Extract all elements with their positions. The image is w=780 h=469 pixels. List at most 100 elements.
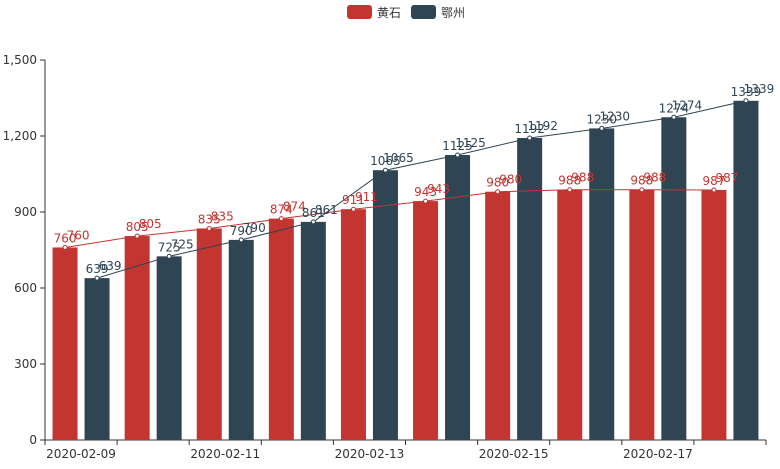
x-tick-label: 2020-02-13 (335, 447, 405, 461)
line-point[interactable] (639, 187, 645, 193)
bar-ezhou[interactable] (84, 278, 110, 440)
bar-value-label: 987 (702, 174, 725, 188)
line-point[interactable] (134, 233, 140, 239)
y-tick-label: 1,200 (3, 129, 37, 143)
bar-value-label: 1125 (442, 139, 473, 153)
line-point[interactable] (238, 237, 244, 243)
line-value-label: 911 (355, 190, 378, 204)
bar-ezhou[interactable] (661, 117, 687, 441)
bar-huangshi[interactable] (340, 209, 366, 440)
line-value-label: 1125 (455, 136, 486, 150)
bar-value-label: 1065 (370, 154, 401, 168)
legend-swatch (347, 5, 372, 19)
bar-huangshi[interactable] (413, 201, 439, 440)
line-point[interactable] (743, 98, 749, 104)
bar-value-label: 1230 (586, 112, 617, 126)
series-line-1 (96, 100, 747, 279)
bar-huangshi[interactable] (268, 218, 294, 440)
y-tick-label: 600 (14, 281, 37, 295)
bar-value-label: 861 (302, 206, 325, 220)
bar-huangshi[interactable] (701, 189, 727, 440)
line-value-label: 861 (315, 203, 338, 217)
bar-value-label: 911 (342, 193, 365, 207)
y-tick-label: 300 (14, 357, 37, 371)
y-tick-label: 0 (29, 433, 37, 447)
bar-ezhou[interactable] (228, 239, 254, 440)
x-axis: 2020-02-09 2020-02-11 2020-02-13 2020-02-15… (44, 439, 767, 461)
y-axis: 0 300 600 900 1,200 1,500 (3, 53, 46, 447)
line-value-label: 943 (427, 182, 450, 196)
legend-item-1[interactable]: 鄂州 (411, 5, 465, 20)
line-point[interactable] (567, 187, 573, 193)
y-tick-label: 1,500 (3, 53, 37, 67)
line-value-label: 639 (99, 259, 122, 273)
line-value-label: 988 (571, 171, 594, 185)
line-point[interactable] (310, 219, 316, 225)
bar-huangshi[interactable] (124, 236, 150, 440)
bar-ezhou[interactable] (300, 221, 326, 440)
line-value-label: 835 (211, 209, 234, 223)
bar-huangshi[interactable] (557, 189, 583, 440)
line-value-label: 1192 (527, 119, 558, 133)
line-point[interactable] (527, 135, 533, 141)
legend-swatch (411, 5, 436, 19)
bar-ezhou[interactable] (589, 128, 615, 440)
bar-ezhou[interactable] (156, 256, 182, 440)
legend-item-0[interactable]: 黄石 (347, 5, 401, 20)
bar-ezhou[interactable] (445, 155, 471, 440)
line-point[interactable] (711, 187, 717, 193)
bar-value-label: 988 (630, 174, 653, 188)
line-point[interactable] (62, 244, 68, 250)
bar-huangshi[interactable] (52, 247, 78, 440)
line-point[interactable] (423, 198, 429, 204)
bar-value-label: 943 (414, 185, 437, 199)
bar-huangshi[interactable] (629, 189, 655, 440)
line-point[interactable] (382, 167, 388, 173)
line-value-label: 1230 (599, 109, 630, 123)
x-tick-label: 2020-02-15 (479, 447, 549, 461)
line-point[interactable] (350, 206, 356, 212)
bar-ezhou[interactable] (372, 170, 398, 440)
line-value-label: 1339 (744, 82, 775, 96)
legend-label: 黄石 (377, 6, 401, 20)
bar-huangshi[interactable] (196, 228, 222, 440)
line-value-label: 980 (499, 173, 522, 187)
line-point[interactable] (278, 216, 284, 222)
bar-huangshi[interactable] (485, 191, 511, 440)
bars (52, 100, 759, 441)
line-value-label: 874 (283, 200, 306, 214)
line-point[interactable] (166, 253, 172, 259)
series-line-0 (64, 189, 714, 248)
line-value-label: 1065 (383, 151, 414, 165)
bar-value-label: 1274 (659, 101, 690, 115)
x-tick-label: 2020-02-11 (190, 447, 260, 461)
bar-value-label: 988 (558, 174, 581, 188)
line-value-label: 805 (139, 217, 162, 231)
bar-ezhou[interactable] (517, 138, 543, 440)
line-value-label: 760 (67, 228, 90, 242)
line-value-label: 987 (715, 171, 738, 185)
line-point[interactable] (206, 225, 212, 231)
legend-label: 鄂州 (441, 6, 465, 20)
line-point[interactable] (455, 152, 461, 158)
bar-value-label: 1192 (514, 122, 545, 136)
line-value-label: 1274 (672, 98, 703, 112)
bar-value-label: 805 (126, 220, 149, 234)
y-tick-label: 900 (14, 205, 37, 219)
line-point[interactable] (671, 114, 677, 120)
bar-value-label: 639 (86, 262, 109, 276)
series-lines (62, 98, 749, 281)
line-point[interactable] (94, 275, 100, 281)
line-value-label: 725 (171, 237, 194, 251)
x-tick-label: 2020-02-09 (46, 447, 116, 461)
legend[interactable]: 黄石 鄂州 (347, 5, 465, 20)
line-point[interactable] (599, 125, 605, 131)
x-tick-label: 2020-02-17 (623, 447, 693, 461)
bar-ezhou[interactable] (733, 100, 759, 440)
bar-value-label: 1339 (731, 85, 762, 99)
bar-value-label: 980 (486, 176, 509, 190)
line-point[interactable] (495, 189, 501, 195)
line-value-label: 790 (243, 221, 266, 235)
